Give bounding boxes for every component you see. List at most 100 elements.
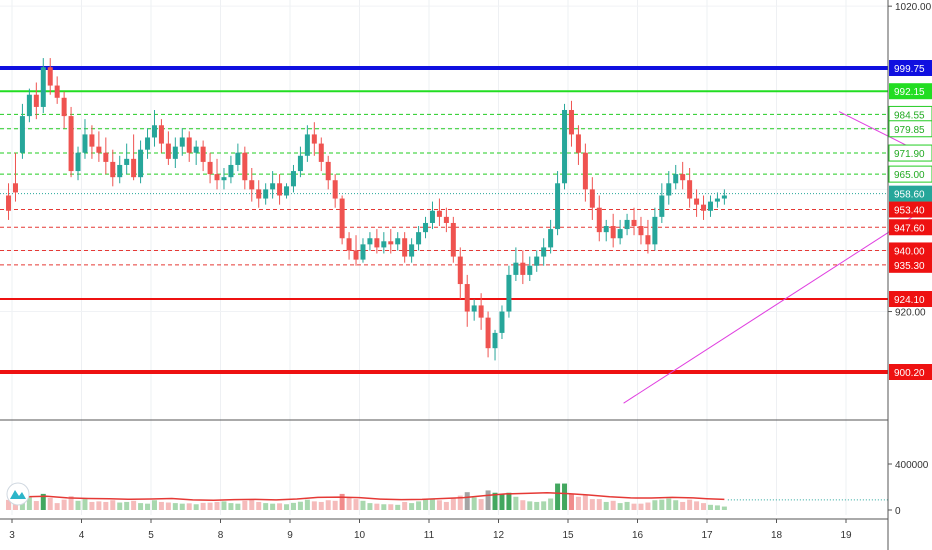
volume-bar [235, 503, 241, 510]
volume-bar [158, 501, 164, 510]
candle-body [131, 158, 137, 178]
volume-moving-average [8, 491, 888, 501]
volume-bar [499, 493, 505, 510]
candle-body [277, 183, 283, 196]
level-label-984-55: 984.55 [894, 110, 925, 121]
candle-body [721, 195, 727, 199]
candle-body [214, 174, 220, 181]
candle-body [520, 262, 526, 275]
volume-bar [464, 492, 470, 510]
volume-tick-label: 0 [895, 506, 901, 517]
candle-body [284, 186, 290, 196]
volume-bar [96, 501, 102, 510]
candle-body [19, 116, 25, 153]
time-tick-label: 16 [632, 530, 644, 541]
volume-bar [249, 499, 255, 510]
volume-bar [589, 499, 595, 510]
candle-body [26, 94, 32, 117]
candle-body [124, 158, 130, 165]
level-label-bg [888, 165, 932, 183]
volume-bar [568, 493, 574, 510]
candle-body [603, 226, 609, 233]
volume-bar [290, 502, 296, 510]
candle-body [443, 216, 449, 223]
candle-body [96, 146, 102, 153]
level-label-bg [888, 144, 932, 162]
volume-bar [131, 500, 137, 510]
volume-bar [471, 497, 477, 510]
volume-bar [263, 503, 269, 510]
volume-bar [701, 503, 707, 510]
volume-bar [353, 499, 359, 510]
level-label-924-10: 924.10 [894, 295, 925, 306]
volume-bar [666, 498, 672, 510]
volume-bar [527, 501, 533, 510]
candle-body [694, 198, 700, 205]
volume-bar [103, 501, 109, 510]
volume-bar [360, 500, 366, 510]
candle-body [367, 238, 373, 245]
tradingview-logo[interactable] [6, 482, 30, 506]
candle-body [485, 317, 491, 349]
level-label-bg [889, 219, 932, 236]
candle-body [186, 137, 192, 153]
level-label-bg [888, 120, 932, 138]
volume-bar [506, 492, 512, 510]
volume-bar [381, 504, 387, 510]
time-tick-label: 19 [840, 530, 852, 541]
candle-body [624, 219, 630, 230]
volume-bar [12, 501, 18, 510]
volume-bar [541, 501, 547, 510]
volume-bar [402, 501, 408, 510]
volume-bar [33, 501, 39, 510]
candle-body [450, 222, 456, 257]
time-tick-label: 8 [218, 530, 224, 541]
volume-bar [318, 501, 324, 510]
candle-body [381, 241, 387, 248]
candle-body [534, 256, 540, 266]
candle-body [631, 219, 637, 227]
candle-body [68, 116, 74, 172]
volume-bar [26, 497, 32, 510]
candle-body [575, 134, 581, 153]
volume-bar [631, 503, 637, 510]
level-label-992-15: 992.15 [894, 87, 925, 98]
candle-body [263, 189, 269, 199]
volume-bar [61, 499, 67, 510]
time-tick-label: 4 [79, 530, 85, 541]
level-label-bg [889, 364, 932, 380]
volume-bar [478, 499, 484, 510]
volume-bar [346, 497, 352, 510]
candle-body [562, 109, 568, 184]
candle-body [680, 174, 686, 181]
candle-body [388, 241, 394, 245]
level-labels: 999.75 992.15 984.55 979.85 971.90 965.00 958.… [888, 60, 932, 380]
level-label-971-90: 971.90 [894, 149, 925, 160]
time-tick-label: 18 [771, 530, 783, 541]
volume-bar [617, 503, 623, 510]
level-label-bg [889, 242, 932, 259]
volume-ma-line [8, 491, 725, 501]
volume-bar [138, 503, 144, 510]
candle-body [360, 244, 366, 260]
candle-body [179, 137, 185, 147]
volume-bar [151, 500, 157, 510]
candle-body [33, 94, 39, 107]
candle-body [506, 274, 512, 312]
level-label-bg [889, 201, 932, 218]
volume-bar [429, 498, 435, 510]
candle-body [290, 171, 296, 187]
candle-body [423, 222, 429, 233]
candle-body [304, 134, 310, 156]
candle-body [270, 183, 276, 190]
volume-bar [124, 501, 130, 510]
volume-bar [117, 502, 123, 510]
volume-bar [339, 493, 345, 510]
volume-bar [110, 500, 116, 510]
candle-body [638, 226, 644, 236]
candle-body [568, 109, 574, 135]
time-tick-label: 3 [9, 530, 15, 541]
volume-bar [652, 500, 658, 510]
grid [0, 0, 888, 515]
level-label-bg [889, 256, 932, 273]
